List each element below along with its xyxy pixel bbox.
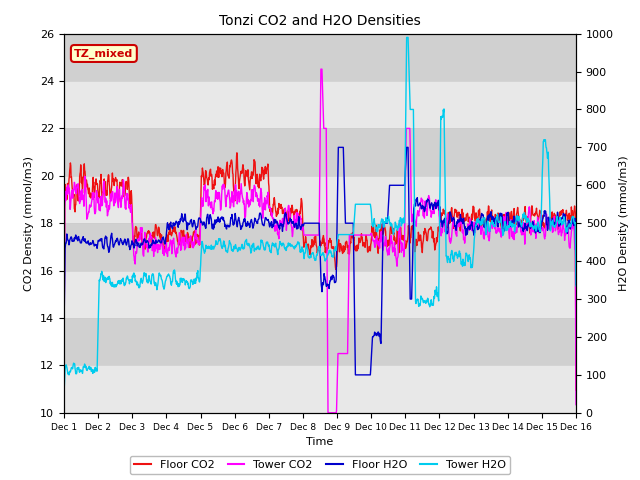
Line: Floor CO2: Floor CO2 — [64, 153, 576, 390]
Line: Floor H2O: Floor H2O — [64, 147, 576, 375]
Tower CO2 — [400, 254, 408, 260]
Tower H2O — [399, 217, 407, 223]
Floor H2O — [60, 327, 68, 333]
Floor H2O — [231, 211, 239, 216]
Bar — [64, 81, 576, 128]
Floor CO2 — [231, 186, 239, 192]
Tower CO2 — [512, 225, 520, 230]
Tower CO2 — [467, 219, 474, 225]
Text: TZ_mixed: TZ_mixed — [74, 48, 134, 59]
Floor H2O — [467, 222, 474, 228]
Line: Tower CO2: Tower CO2 — [64, 69, 576, 413]
Floor CO2 — [161, 238, 169, 243]
Tower CO2 — [317, 66, 324, 72]
Tower H2O — [403, 35, 410, 40]
Bar — [64, 318, 576, 365]
Bar — [64, 128, 576, 176]
Bar — [64, 223, 576, 271]
Floor CO2 — [572, 387, 580, 393]
Line: Tower H2O: Tower H2O — [64, 37, 576, 394]
Floor H2O — [335, 144, 342, 150]
Tower CO2 — [231, 183, 239, 189]
Floor CO2 — [174, 238, 182, 243]
Tower H2O — [161, 278, 169, 284]
Tower H2O — [60, 391, 68, 397]
Tower CO2 — [174, 245, 182, 251]
Title: Tonzi CO2 and H2O Densities: Tonzi CO2 and H2O Densities — [219, 14, 421, 28]
Tower H2O — [511, 222, 519, 228]
Floor H2O — [161, 240, 169, 246]
Bar — [64, 271, 576, 318]
Floor H2O — [400, 182, 408, 188]
Floor CO2 — [511, 220, 519, 226]
Floor CO2 — [399, 233, 407, 239]
Floor CO2 — [467, 219, 474, 225]
Floor H2O — [351, 372, 359, 378]
Tower H2O — [174, 280, 182, 286]
Y-axis label: H2O Density (mmol/m3): H2O Density (mmol/m3) — [620, 156, 629, 291]
Legend: Floor CO2, Tower CO2, Floor H2O, Tower H2O: Floor CO2, Tower CO2, Floor H2O, Tower H… — [130, 456, 510, 474]
X-axis label: Time: Time — [307, 437, 333, 447]
Tower CO2 — [161, 247, 169, 252]
Bar — [64, 34, 576, 81]
Tower CO2 — [60, 385, 68, 391]
Tower H2O — [467, 255, 474, 261]
Tower CO2 — [324, 410, 332, 416]
Floor CO2 — [233, 150, 241, 156]
Bar — [64, 176, 576, 223]
Tower H2O — [231, 244, 239, 250]
Floor H2O — [174, 221, 182, 227]
Bar — [64, 365, 576, 413]
Floor CO2 — [60, 369, 68, 375]
Floor H2O — [572, 282, 580, 288]
Floor H2O — [512, 217, 520, 223]
Tower CO2 — [572, 402, 580, 408]
Tower H2O — [572, 283, 580, 289]
Y-axis label: CO2 Density (mmol/m3): CO2 Density (mmol/m3) — [24, 156, 35, 291]
